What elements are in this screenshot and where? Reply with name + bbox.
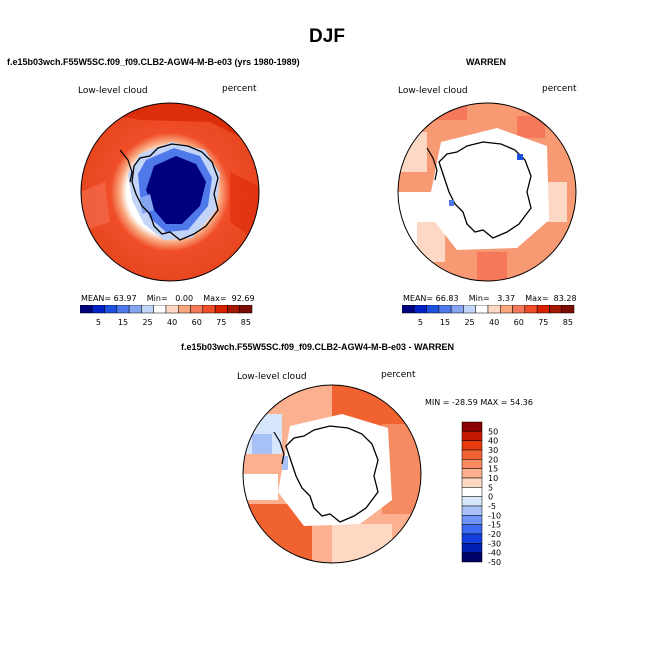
colorbar-tick-label: 40: [489, 318, 499, 327]
diff-colorbar-tick-label: 50: [488, 427, 498, 436]
diff-panel-title: f.e15b03wch.F55W5SC.f09_f09.CLB2-AGW4-M-…: [181, 342, 455, 352]
colorbar-swatch: [487, 305, 501, 314]
colorbar-tick-label: 5: [96, 318, 101, 327]
diff-colorbar-swatch: [461, 524, 483, 535]
diff-colorbar-tick-label: -20: [488, 530, 501, 539]
colorbar-tick-label: 60: [514, 318, 524, 327]
colorbar-swatch: [165, 305, 179, 314]
diff-colorbar-swatch: [461, 459, 483, 469]
diff-colorbar-swatch: [461, 533, 483, 544]
diff-min-max: MIN = -28.59 MAX = 54.36: [425, 398, 533, 407]
diff-colorbar-tick-label: -40: [488, 549, 501, 558]
colorbar-swatch: [512, 305, 526, 314]
colorbar-swatch: [214, 305, 228, 314]
colorbar-tick-label: 85: [241, 318, 251, 327]
colorbar-swatch: [128, 305, 142, 314]
colorbar-swatch: [549, 305, 562, 314]
diff-polar-map: [242, 384, 422, 564]
diff-colorbar-swatch: [461, 515, 483, 525]
diff-colorbar-swatch: [461, 505, 483, 516]
model-antarctica-coastline: [131, 143, 219, 241]
model-stats: MEAN= 63.97 Min= 0.00 Max= 92.69: [81, 294, 255, 303]
diff-colorbar-tick-label: 15: [488, 465, 498, 474]
obs-colorbar: 515254060758595: [402, 305, 575, 327]
colorbar-swatch: [92, 305, 105, 314]
colorbar-swatch: [463, 305, 476, 314]
obs-antarctica-coastline: [438, 141, 532, 239]
model-polar-map: [80, 102, 260, 282]
diff-colorbar-swatch: [461, 496, 483, 507]
diff-colorbar-swatch: [461, 421, 483, 432]
colorbar-swatch: [450, 305, 464, 314]
colorbar-swatch: [426, 305, 440, 314]
diff-colorbar-tick-label: 5: [488, 483, 493, 492]
colorbar-swatch: [178, 305, 191, 314]
obs-units-label: percent: [542, 84, 577, 94]
diff-colorbar-tick-label: 40: [488, 437, 498, 446]
diff-colorbar-swatch: [461, 487, 483, 497]
colorbar-swatch: [190, 305, 204, 314]
model-variable-label: Low-level cloud: [78, 86, 148, 96]
colorbar-swatch: [153, 305, 167, 314]
colorbar-swatch: [475, 305, 489, 314]
diff-units-label: percent: [381, 370, 416, 380]
diff-colorbar-tick-label: 10: [488, 474, 498, 483]
colorbar-tick-label: 75: [216, 318, 226, 327]
diff-colorbar-tick-label: 0: [488, 493, 493, 502]
diff-colorbar-tick-label: -15: [488, 521, 501, 530]
colorbar-tick-label: 25: [464, 318, 474, 327]
colorbar-swatch: [80, 305, 93, 314]
diff-colorbar-tick-label: 20: [488, 455, 498, 464]
diff-colorbar-swatch: [461, 431, 483, 441]
diff-colorbar-swatch: [461, 468, 483, 479]
diff-colorbar-swatch: [461, 543, 483, 553]
model-colorbar: 515254060758595: [80, 305, 253, 327]
colorbar-tick-label: 25: [142, 318, 152, 327]
obs-variable-label: Low-level cloud: [398, 86, 468, 96]
diff-colorbar-tick-label: 30: [488, 446, 498, 455]
colorbar-tick-label: 60: [192, 318, 202, 327]
model-units-label: percent: [222, 84, 257, 94]
colorbar-tick-label: 15: [440, 318, 450, 327]
diff-variable-label: Low-level cloud: [237, 372, 307, 382]
model-panel-title: f.e15b03wch.F55W5SC.f09_f09.CLB2-AGW4-M-…: [7, 57, 300, 67]
diff-colorbar-tick-label: -50: [488, 558, 501, 566]
colorbar-swatch: [402, 305, 415, 314]
colorbar-tick-label: 85: [563, 318, 573, 327]
colorbar-swatch: [438, 305, 452, 314]
diff-colorbar-tick-label: -10: [488, 511, 501, 520]
diff-colorbar-swatch: [461, 449, 483, 460]
colorbar-tick-label: 75: [538, 318, 548, 327]
colorbar-swatch: [536, 305, 550, 314]
diff-colorbar-swatch: [461, 552, 483, 563]
obs-panel-title: WARREN: [466, 57, 506, 67]
colorbar-swatch: [141, 305, 154, 314]
diff-colorbar-swatch: [461, 440, 483, 451]
colorbar-swatch: [524, 305, 538, 314]
obs-polar-map: [397, 102, 577, 282]
colorbar-swatch: [500, 305, 513, 314]
obs-stats: MEAN= 66.83 Min= 3.37 Max= 83.28: [403, 294, 577, 303]
colorbar-swatch: [116, 305, 130, 314]
diff-colorbar-swatch: [461, 477, 483, 488]
colorbar-swatch: [414, 305, 427, 314]
diff-antarctica-coastline: [285, 425, 379, 523]
colorbar-swatch: [104, 305, 118, 314]
colorbar-tick-label: 5: [418, 318, 423, 327]
colorbar-swatch: [561, 305, 575, 314]
diff-colorbar-tick-label: -30: [488, 539, 501, 548]
colorbar-swatch: [202, 305, 216, 314]
diff-colorbar-tick-label: -5: [488, 502, 496, 511]
colorbar-tick-label: 15: [118, 318, 128, 327]
season-title: DJF: [309, 26, 345, 47]
colorbar-tick-label: 40: [167, 318, 177, 327]
colorbar-swatch: [239, 305, 253, 314]
colorbar-swatch: [227, 305, 240, 314]
